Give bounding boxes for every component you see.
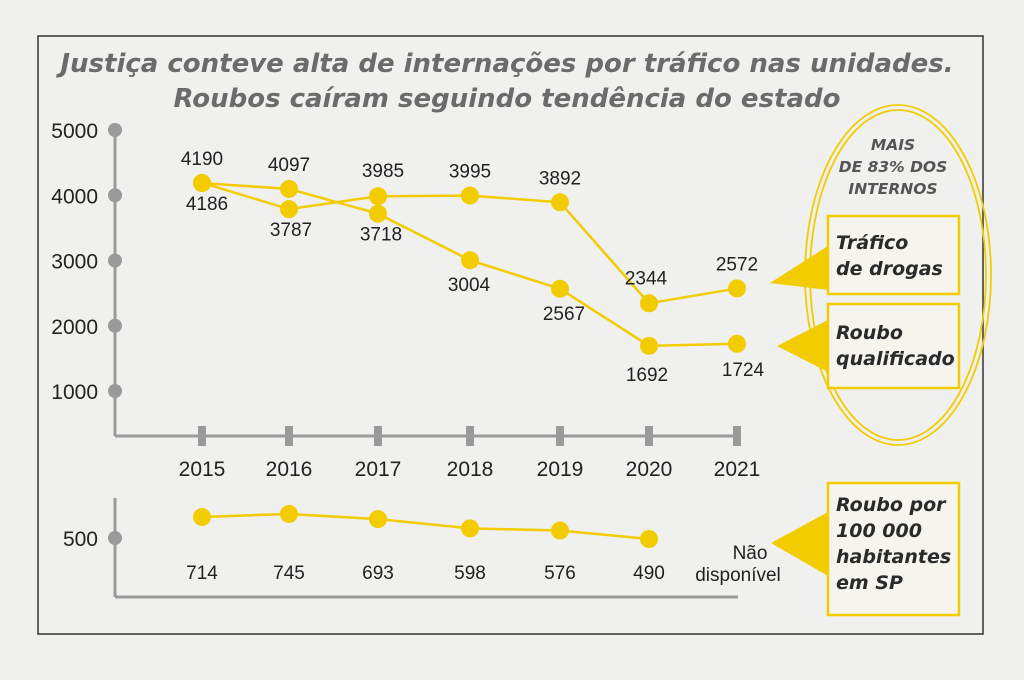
main-xtick-mark <box>556 426 564 446</box>
data-label: 4097 <box>268 155 310 176</box>
main-xtick-mark <box>733 426 741 446</box>
main-ytick-label: 1000 <box>51 381 98 404</box>
roubo-callout-line-1: Roubo <box>836 322 903 344</box>
main-ytick-label: 5000 <box>51 120 98 143</box>
main-ytick-dot <box>108 318 122 333</box>
sub-series-point <box>461 519 479 538</box>
main-xtick-label: 2017 <box>355 458 402 481</box>
sub-data-label: 714 <box>186 563 218 584</box>
series-point <box>369 187 387 206</box>
data-label: 1692 <box>626 365 668 386</box>
sub-data-label: 576 <box>544 563 576 584</box>
main-xtick-mark <box>285 426 293 446</box>
sub-series-point <box>551 521 569 540</box>
main-xtick-label: 2018 <box>447 458 494 481</box>
data-label: 3718 <box>360 225 402 246</box>
series-point <box>728 334 746 353</box>
series-point <box>728 279 746 298</box>
roubo-sp-callout-line-3: habitantes <box>836 546 951 568</box>
note-line-1: MAIS <box>871 136 915 154</box>
main-xtick-label: 2021 <box>714 458 761 481</box>
sub-data-label: 693 <box>362 563 394 584</box>
series-point <box>461 251 479 270</box>
data-label: 1724 <box>722 360 765 381</box>
missing-label-line-2: disponível <box>695 565 781 586</box>
sub-series-point <box>193 508 211 527</box>
main-ytick-dot <box>108 188 122 203</box>
roubo-sp-callout-line-4: em SP <box>836 572 903 594</box>
main-ytick-label: 3000 <box>51 251 98 274</box>
sub-data-label: 745 <box>273 563 305 584</box>
data-label: 4186 <box>186 194 228 215</box>
title-line-1: Justiça conteve alta de internações por … <box>55 49 953 79</box>
roubo-sp-callout-line-1: Roubo por <box>836 494 947 516</box>
trafico-callout-arrow <box>770 246 828 290</box>
series-point <box>551 193 569 212</box>
data-label: 3787 <box>270 220 312 241</box>
sub-data-label: 490 <box>633 563 665 584</box>
main-xtick-label: 2015 <box>179 458 226 481</box>
series-point <box>193 174 211 193</box>
trafico-callout-line-2: de drogas <box>836 258 943 280</box>
roubo-sp-callout-line-2: 100 000 <box>836 520 922 542</box>
main-xtick-label: 2020 <box>626 458 673 481</box>
series-point <box>640 336 658 355</box>
data-label: 3004 <box>448 275 491 296</box>
roubo-callout-arrow <box>777 320 828 372</box>
sub-series-line <box>201 512 650 541</box>
roubo-sp-callout-box <box>826 481 961 617</box>
main-ytick-label: 2000 <box>51 316 98 339</box>
roubo-callout-box <box>826 302 961 390</box>
roubo-sp-callout-arrow <box>771 512 828 576</box>
trafico-callout-box <box>826 214 961 296</box>
missing-label-line-1: Não <box>733 543 768 564</box>
data-label: 3892 <box>539 168 581 189</box>
main-ytick-dot <box>108 123 122 137</box>
note-line-3: INTERNOS <box>848 180 937 198</box>
series-point <box>551 279 569 298</box>
main-xtick-mark <box>645 426 653 446</box>
data-label: 3985 <box>362 161 404 182</box>
main-xtick-label: 2016 <box>266 458 313 481</box>
main-ytick-dot <box>108 253 122 268</box>
sub-ytick-label: 500 <box>63 528 98 551</box>
series-point <box>369 204 387 223</box>
note-line-2: DE 83% DOS <box>839 158 948 176</box>
sub-series-point <box>369 510 387 529</box>
main-ytick-dot <box>108 384 122 398</box>
sub-data-label: 598 <box>454 563 486 584</box>
roubo-callout-line-2: qualificado <box>836 348 955 370</box>
data-label: 3995 <box>449 162 491 183</box>
main-ytick-label: 4000 <box>51 185 98 208</box>
sub-ytick-dot <box>108 531 122 546</box>
series-point <box>280 179 298 198</box>
data-label: 2344 <box>625 268 668 289</box>
data-label: 2572 <box>716 254 758 275</box>
data-label: 2567 <box>543 304 585 325</box>
main-xtick-mark <box>374 426 382 446</box>
series-point <box>280 200 298 219</box>
title-line-2: Roubos caíram seguindo tendência do esta… <box>174 84 841 114</box>
sub-series-point <box>640 530 658 548</box>
series-point <box>640 294 658 313</box>
main-xtick-mark <box>198 426 206 446</box>
series-point <box>461 186 479 205</box>
data-label: 4190 <box>181 149 223 170</box>
main-xtick-mark <box>466 426 474 446</box>
main-xtick-label: 2019 <box>537 458 584 481</box>
sub-series-point <box>280 504 298 523</box>
trafico-callout-line-1: Tráfico <box>836 232 908 254</box>
